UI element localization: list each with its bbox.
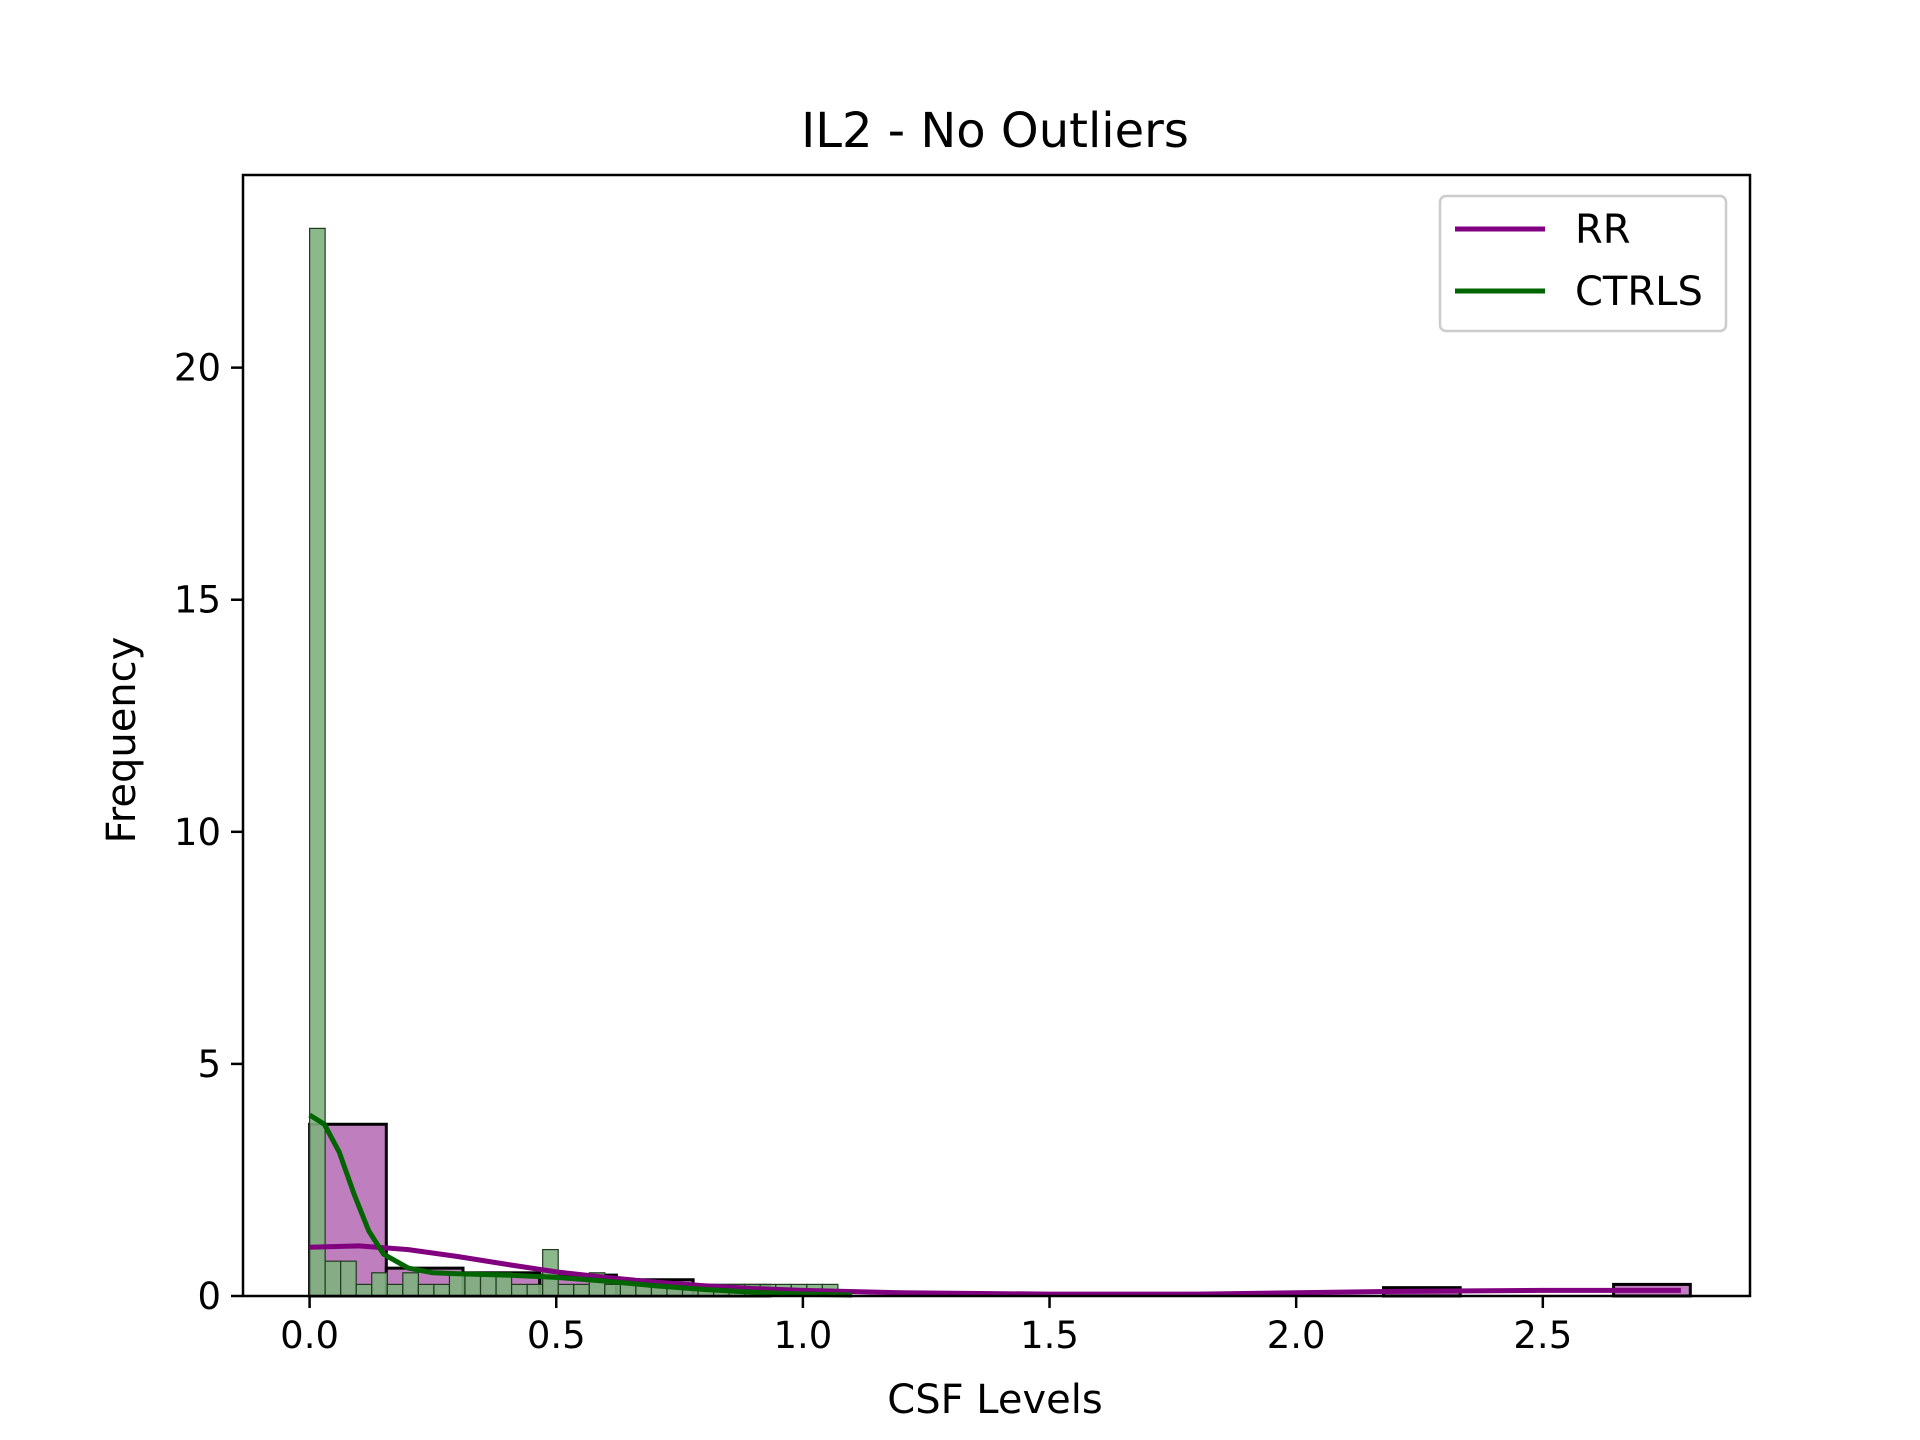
bar-ctrls <box>371 1272 388 1297</box>
y-tick-label: 10 <box>174 811 221 854</box>
x-tick-label: 0.5 <box>527 1314 586 1357</box>
kde-layer <box>308 1112 1681 1298</box>
chart-title: IL2 - No Outliers <box>801 103 1189 159</box>
bar-ctrls <box>573 1283 590 1297</box>
bar-ctrls <box>557 1283 575 1297</box>
kde-line-rr <box>309 1243 1681 1297</box>
legend-label-ctrls: CTRLS <box>1575 269 1703 315</box>
bar-ctrls <box>433 1283 451 1297</box>
bar-ctrls <box>604 1283 621 1297</box>
bar-ctrls <box>526 1283 544 1297</box>
bar-ctrls <box>355 1283 373 1297</box>
x-axis-label: CSF Levels <box>887 1377 1102 1423</box>
bar-ctrls <box>510 1283 528 1297</box>
y-tick-label: 15 <box>174 579 221 622</box>
x-tick-label: 0.0 <box>280 1314 339 1357</box>
bar-ctrls <box>308 227 326 1297</box>
x-tick-label: 2.5 <box>1513 1314 1572 1357</box>
bar-ctrls <box>340 1260 357 1297</box>
y-axis-label: Frequency <box>99 637 145 844</box>
legend: RR CTRLS <box>1438 194 1728 333</box>
x-tick-label: 1.5 <box>1020 1314 1079 1357</box>
bar-ctrls <box>324 1260 342 1297</box>
y-tick-label: 0 <box>197 1275 221 1318</box>
bar-ctrls <box>417 1283 435 1297</box>
kde-line-ctrls <box>308 1112 853 1298</box>
x-tick-label: 2.0 <box>1267 1314 1326 1357</box>
x-tick-label: 1.0 <box>773 1314 832 1357</box>
y-tick-label: 5 <box>197 1043 221 1086</box>
legend-label-rr: RR <box>1575 207 1631 253</box>
plot-frame <box>241 173 1752 1298</box>
bar-ctrls <box>402 1272 419 1297</box>
y-axis-ticks: 0 5 10 15 20 <box>174 347 243 1318</box>
bar-ctrls <box>386 1283 404 1297</box>
bars-layer <box>308 227 1692 1298</box>
y-tick-label: 20 <box>174 347 221 390</box>
x-axis-ticks: 0.0 0.5 1.0 1.5 2.0 2.5 <box>280 1296 1572 1357</box>
